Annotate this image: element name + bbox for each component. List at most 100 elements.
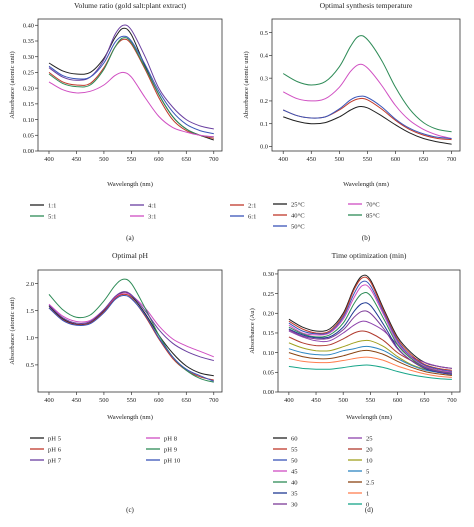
- legend-label: pH 5: [48, 435, 62, 442]
- x-axis-label: Wavelength (nm): [343, 181, 389, 188]
- chart-title: Time optimization (min): [332, 251, 407, 260]
- series-line-4: [283, 95, 452, 139]
- y-tick-label: 0.4: [260, 53, 269, 60]
- legend-label: 60: [291, 435, 298, 442]
- legend-label: pH 9: [164, 446, 178, 453]
- series-line-2: [288, 276, 452, 371]
- x-tick-label: 650: [420, 397, 430, 404]
- legend-label: 5:1: [48, 213, 56, 220]
- panel-a: Volume ratio (gold salt:plant extract) 40…: [9, 1, 256, 242]
- x-tick-label: 500: [338, 397, 348, 404]
- plot-frame: [271, 18, 461, 152]
- panel-label: (c): [126, 506, 134, 514]
- x-tick-label: 500: [99, 397, 109, 404]
- legend-label: 2:1: [248, 202, 256, 209]
- legend-label: 6:1: [248, 213, 256, 220]
- y-tick-label: 0.40: [23, 22, 34, 29]
- y-tick-label: 0.15: [23, 101, 34, 108]
- x-tick-label: 450: [72, 156, 82, 163]
- x-tick-label: 400: [278, 156, 288, 163]
- x-tick-label: 550: [127, 397, 137, 404]
- legend-label: 50°C: [291, 223, 305, 230]
- series-line-2: [48, 38, 214, 139]
- chart-title: Volume ratio (gold salt:plant extract): [74, 1, 187, 10]
- panel-b: Optimal synthesis temperature 400 450 500 55…: [243, 1, 461, 242]
- y-tick-label: 1.0: [26, 335, 34, 342]
- chart-title: Optimal synthesis temperature: [320, 1, 413, 10]
- legend-label: 55: [291, 446, 298, 453]
- series-line-13: [288, 364, 452, 380]
- y-tick-label: 0.3: [260, 75, 268, 82]
- y-axis-label: Absorbance (Au): [249, 308, 256, 354]
- y-tick-label: 0.5: [260, 30, 268, 37]
- y-tick-label: 0.20: [23, 85, 34, 92]
- series-line-9: [288, 349, 452, 376]
- panel-label: (d): [365, 506, 374, 514]
- y-axis-label: Absorbance (atomic unit): [9, 51, 16, 118]
- series-line-3: [48, 37, 214, 138]
- legend-label: 35: [291, 490, 298, 497]
- y-tick-label: 0.25: [263, 291, 274, 298]
- y-tick-label: 0.10: [23, 117, 34, 124]
- series-line-0: [48, 292, 214, 377]
- series-line-6: [288, 284, 452, 373]
- series-line-12: [288, 310, 452, 374]
- legend-label: 3:1: [148, 213, 156, 220]
- legend-label: 0: [366, 501, 370, 508]
- legend-label: 85°C: [366, 212, 380, 219]
- legend-label: pH 6: [48, 446, 62, 453]
- y-tick-label: 0.05: [263, 370, 274, 377]
- legend-label: 5: [366, 468, 370, 475]
- y-tick-label: 0.2: [260, 98, 268, 105]
- x-tick-label: 700: [209, 156, 219, 163]
- x-tick-label: 600: [154, 156, 164, 163]
- y-tick-label: 2.0: [26, 281, 34, 288]
- y-tick-label: 0.25: [23, 70, 34, 77]
- series-line-5: [48, 294, 214, 382]
- legend-label: 45: [291, 468, 298, 475]
- legend-label: 1: [366, 490, 369, 497]
- series-line-2: [48, 293, 214, 381]
- x-tick-label: 400: [284, 397, 294, 404]
- y-tick-label: 0.0: [260, 144, 268, 151]
- x-tick-label: 500: [335, 156, 345, 163]
- y-tick-label: 0.00: [23, 148, 34, 155]
- series-line-4: [48, 291, 214, 362]
- x-tick-label: 650: [419, 156, 429, 163]
- x-tick-label: 650: [182, 397, 192, 404]
- y-tick-label: 0.10: [263, 350, 274, 357]
- y-tick-label: 0.15: [263, 330, 274, 337]
- y-tick-label: 0.1: [260, 121, 268, 128]
- legend-label: 1:1: [48, 202, 56, 209]
- x-tick-label: 550: [127, 156, 137, 163]
- x-axis-label: Wavelength (nm): [107, 414, 153, 421]
- x-tick-label: 700: [447, 156, 457, 163]
- y-tick-label: 0.00: [263, 389, 274, 396]
- x-tick-label: 600: [393, 397, 403, 404]
- x-tick-label: 650: [182, 156, 192, 163]
- series-line-1: [48, 292, 214, 358]
- series-line-0: [283, 105, 452, 145]
- series-line-0: [48, 27, 214, 141]
- series-line-10: [288, 302, 452, 375]
- legend-label: 10: [366, 457, 373, 464]
- panel-label: (b): [362, 234, 371, 242]
- x-tick-label: 450: [311, 397, 321, 404]
- series-line-4: [288, 280, 452, 372]
- y-tick-label: 1.5: [26, 308, 34, 315]
- y-tick-label: 0.35: [23, 38, 34, 45]
- series-line-7: [288, 345, 452, 375]
- legend-label: 30: [291, 501, 298, 508]
- panel-c: Optimal pH 400 450 500 550 600 650 700 0.5 1.0 1.5…: [9, 251, 223, 514]
- series-line-1: [288, 320, 452, 369]
- x-tick-label: 600: [391, 156, 401, 163]
- x-tick-label: 550: [366, 397, 376, 404]
- legend-label: 25: [366, 435, 373, 442]
- series-line-5: [48, 35, 214, 135]
- y-axis-label: Absorbance (atomic unit): [9, 297, 16, 364]
- x-tick-label: 700: [209, 397, 219, 404]
- legend-label: 40°C: [291, 212, 305, 219]
- series-line-5: [288, 339, 452, 375]
- series-line-1: [48, 24, 214, 130]
